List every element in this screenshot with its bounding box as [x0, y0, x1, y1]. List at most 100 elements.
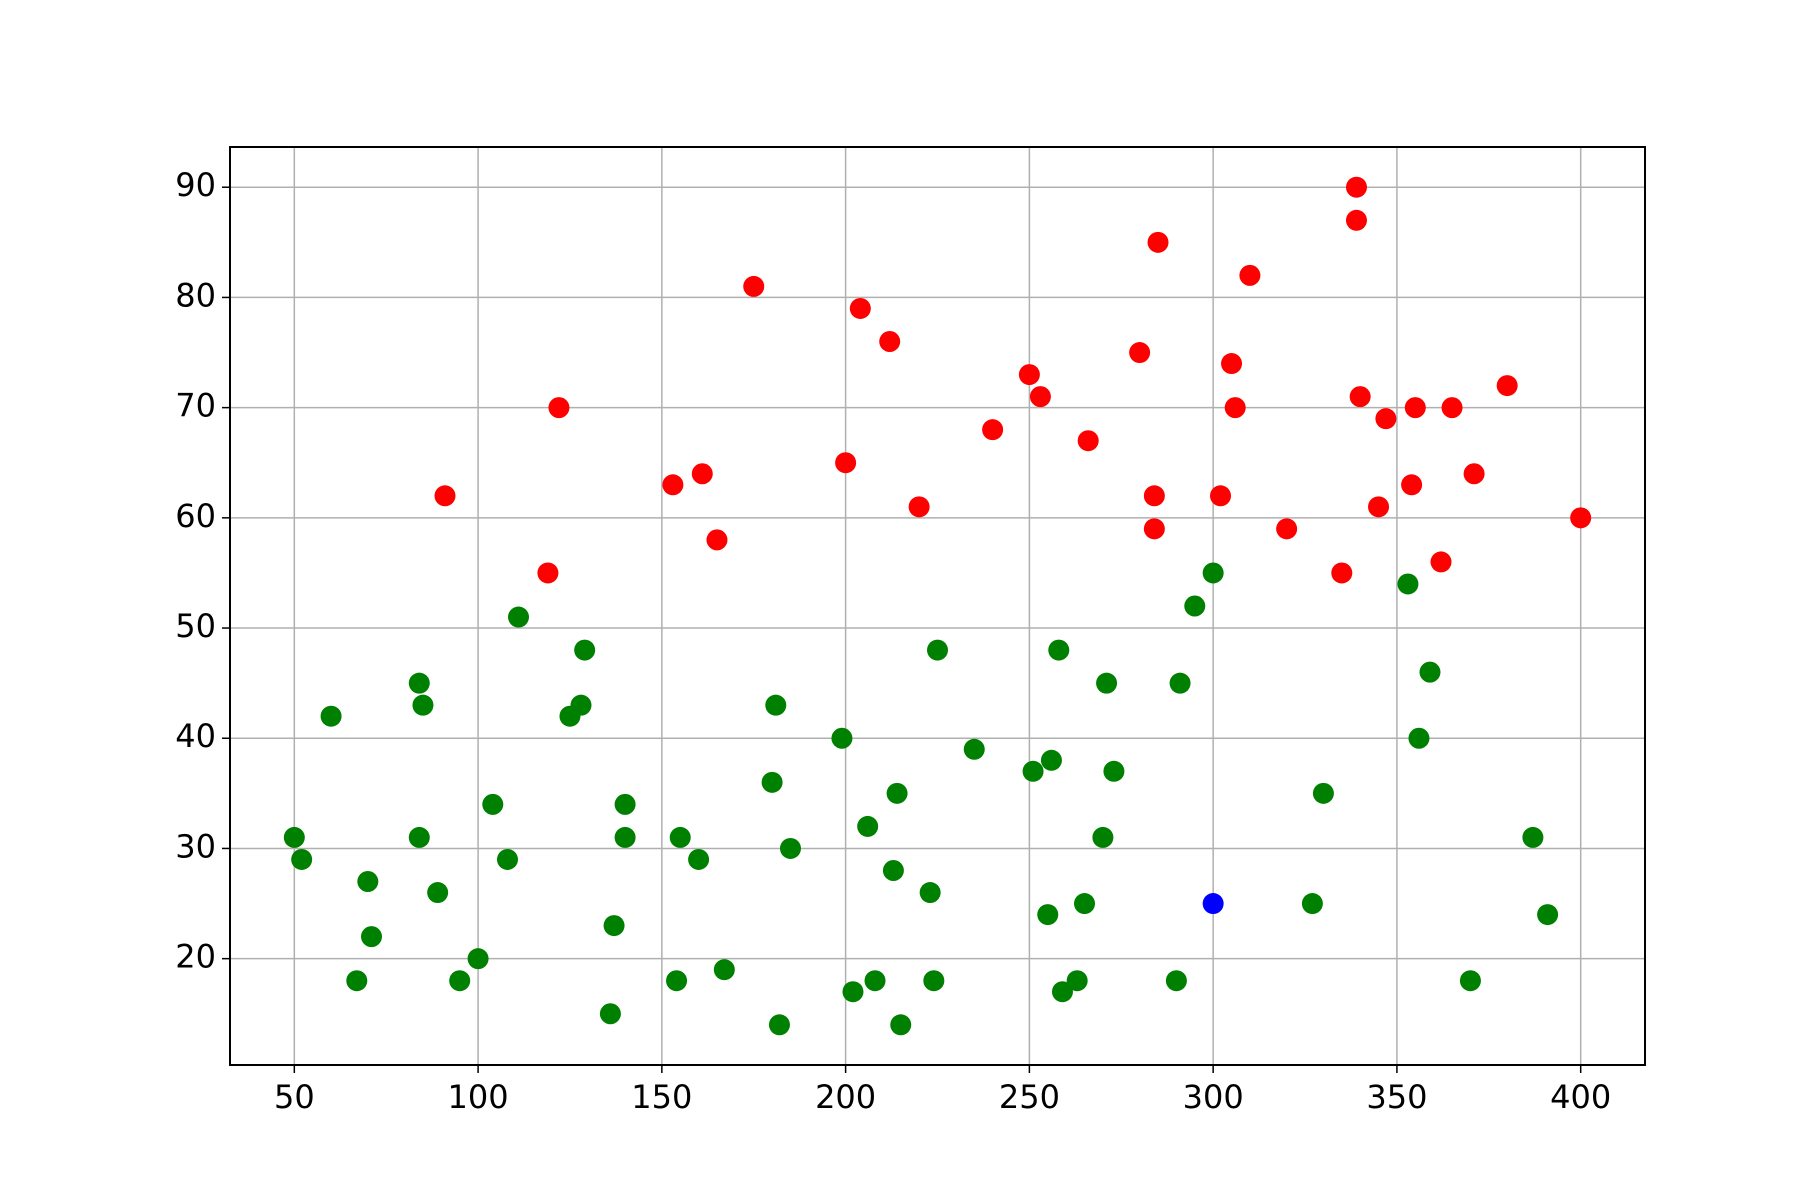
point — [835, 452, 857, 474]
point — [570, 694, 592, 716]
point — [688, 848, 710, 870]
point — [765, 694, 787, 716]
point — [842, 981, 864, 1003]
point — [1537, 904, 1559, 926]
point — [923, 970, 945, 992]
x-tick-label: 300 — [1183, 1078, 1244, 1116]
point — [864, 970, 886, 992]
point — [574, 639, 596, 661]
point — [927, 639, 948, 661]
point — [427, 882, 449, 904]
point — [1459, 970, 1481, 992]
y-tick-label: 40 — [175, 717, 216, 755]
point — [408, 826, 430, 848]
point — [1404, 397, 1426, 419]
x-tick-label: 100 — [448, 1078, 509, 1116]
point — [537, 562, 559, 584]
point — [1224, 397, 1246, 419]
y-tick-label: 30 — [175, 827, 216, 865]
point — [449, 970, 471, 992]
point — [882, 859, 904, 881]
y-tick-label: 70 — [175, 387, 216, 425]
point — [768, 1014, 790, 1036]
y-tick-label: 90 — [175, 166, 216, 204]
point — [1092, 826, 1114, 848]
point — [1066, 970, 1088, 992]
y-tick-label: 50 — [175, 607, 216, 645]
point — [1169, 672, 1191, 694]
point — [1570, 507, 1592, 529]
point — [713, 959, 735, 981]
point — [1096, 672, 1118, 694]
y-tick-label: 80 — [175, 276, 216, 314]
point — [1040, 749, 1062, 771]
point — [482, 793, 504, 815]
point — [508, 606, 530, 628]
point — [1349, 386, 1371, 408]
point — [614, 793, 636, 815]
point — [1496, 375, 1518, 397]
point — [831, 727, 853, 749]
point — [1022, 760, 1044, 782]
point — [1221, 353, 1243, 375]
point — [1077, 430, 1099, 452]
point — [1312, 782, 1334, 804]
point — [1037, 904, 1059, 926]
point — [603, 915, 625, 937]
point — [496, 848, 518, 870]
point — [412, 694, 434, 716]
point — [691, 463, 713, 485]
point — [1184, 595, 1206, 617]
point — [467, 948, 489, 970]
point — [1430, 551, 1452, 573]
point — [1276, 518, 1298, 540]
point — [886, 782, 908, 804]
point — [761, 771, 783, 793]
point — [1103, 760, 1125, 782]
point — [1408, 727, 1430, 749]
x-tick-label: 200 — [815, 1078, 876, 1116]
point — [599, 1003, 621, 1025]
point — [291, 848, 313, 870]
point — [614, 826, 636, 848]
point — [1331, 562, 1353, 584]
point — [908, 496, 930, 518]
y-tick-label: 60 — [175, 497, 216, 535]
point — [1018, 364, 1040, 386]
plot-frame — [229, 146, 1646, 1066]
point — [434, 485, 456, 507]
point — [1522, 826, 1544, 848]
point — [320, 705, 342, 727]
point — [1165, 970, 1187, 992]
x-tick-label: 150 — [631, 1078, 692, 1116]
point — [919, 882, 941, 904]
point — [1210, 485, 1231, 507]
point — [283, 826, 305, 848]
point — [1143, 518, 1165, 540]
point — [849, 297, 871, 319]
point — [1368, 496, 1390, 518]
point — [662, 474, 684, 496]
point — [1074, 893, 1096, 915]
point — [1202, 893, 1224, 915]
point — [1202, 562, 1224, 584]
point — [1345, 209, 1367, 231]
x-tick-label: 350 — [1366, 1078, 1427, 1116]
point — [1419, 661, 1441, 683]
point — [963, 738, 985, 760]
point — [779, 837, 801, 859]
point — [357, 871, 379, 893]
point — [361, 926, 382, 948]
point — [890, 1014, 912, 1036]
y-tick-label: 20 — [175, 938, 216, 976]
point — [1147, 231, 1169, 253]
point — [1345, 176, 1367, 198]
point — [408, 672, 430, 694]
point — [1129, 342, 1151, 364]
x-tick-label: 250 — [999, 1078, 1060, 1116]
point — [857, 815, 879, 837]
point — [1441, 397, 1463, 419]
point — [1301, 893, 1323, 915]
